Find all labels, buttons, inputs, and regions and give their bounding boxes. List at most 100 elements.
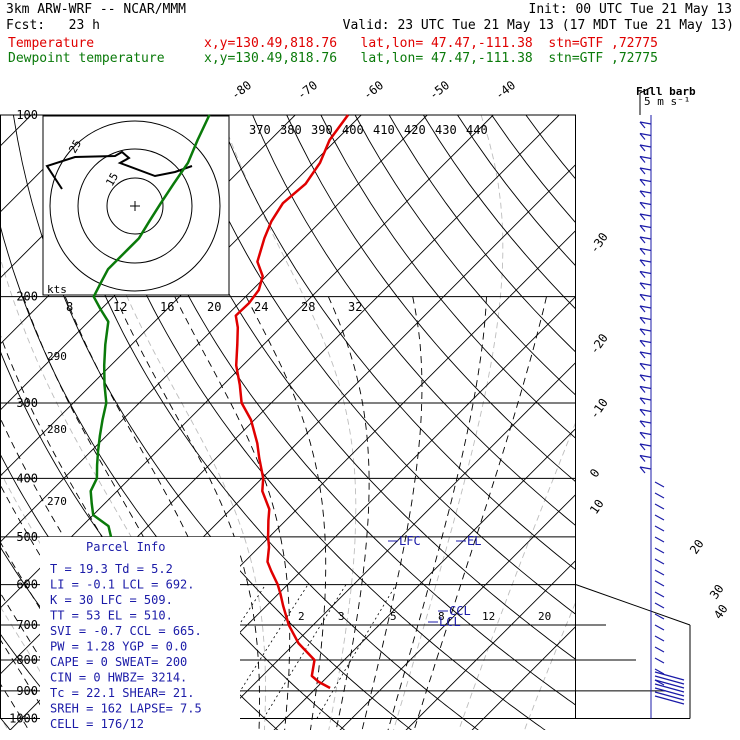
isotherm: [0, 115, 428, 543]
parcel-info-row: K = 30 LFC = 509.: [50, 593, 173, 607]
theta-e-label: 380: [280, 123, 302, 137]
dry-adiabat: [354, 115, 576, 396]
pressure-label: 700: [16, 618, 38, 632]
mixing-ratio-label: 3: [338, 610, 345, 623]
theta-e-line: [393, 115, 504, 730]
skew-temp-label: 10: [587, 497, 607, 517]
theta-e-line: [524, 600, 576, 730]
wind-barb: [654, 613, 665, 620]
wind-barb: [654, 481, 665, 488]
forecast-hour: Fcst: 23 h: [6, 18, 100, 33]
isotherm: [141, 295, 576, 730]
wind-barb: [639, 374, 646, 382]
wind-barb: [639, 351, 646, 359]
wind-barb: [639, 236, 646, 244]
moist-adiabat: [327, 296, 370, 730]
hodograph-ring-label: 15: [103, 171, 121, 189]
hodograph-units: kts: [47, 283, 67, 296]
theta-e-label: 440: [466, 123, 488, 137]
dewpoint-location: x,y=130.49,818.76 lat,lon= 47.47,-111.38…: [204, 51, 658, 66]
marker-ccl: CCL: [449, 604, 471, 618]
hodograph-ring: [106, 177, 164, 235]
wind-barb: [654, 569, 665, 576]
wind-barb: [639, 156, 646, 163]
wind-barb: [639, 397, 652, 401]
wind-barb: [639, 420, 646, 428]
wind-barb: [654, 492, 665, 499]
dry-adiabat: [286, 115, 576, 483]
hodograph-axis-label: 16: [160, 300, 174, 314]
wind-barb: [639, 236, 652, 240]
wind-barb: [639, 224, 652, 229]
isotherm: [405, 559, 576, 730]
skew-temp-label: -40: [492, 78, 518, 102]
mixing-ratio-line: [316, 584, 397, 719]
skew-temp-label: -20: [587, 331, 611, 357]
wind-barb: [639, 385, 652, 390]
pressure-label: 500: [16, 530, 38, 544]
wind-barb: [639, 431, 652, 436]
mixing-ratio-label: 8: [438, 610, 445, 623]
wind-barb: [639, 316, 652, 321]
wind-barb: [654, 602, 665, 609]
hodograph-axis-label: 28: [301, 300, 315, 314]
hodograph-axis-label: 12: [113, 300, 127, 314]
dry-adiabat: [320, 115, 576, 440]
theta-e-label: 390: [311, 123, 333, 137]
wind-legend-barb: [639, 87, 651, 94]
wind-barb: [639, 466, 652, 470]
skew-temp-label: 30: [707, 582, 727, 602]
wind-barb: [639, 351, 652, 355]
wind-barb: [639, 293, 652, 298]
wind-barb: [654, 691, 685, 701]
wind-barb: [639, 270, 652, 275]
pressure-label: 200: [16, 290, 38, 304]
skew-temp-label: 0: [587, 466, 603, 480]
marker-lcl: LCL: [439, 615, 461, 629]
dry-adiabat: [252, 115, 576, 527]
wind-barb: [639, 317, 646, 324]
wind-legend-title: Full barb: [636, 85, 696, 98]
skew-temp-label: -80: [228, 78, 254, 102]
wind-barb: [639, 247, 652, 252]
theta-e-line: [722, 115, 740, 731]
dry-adiabat: [149, 115, 576, 661]
theta-e-label: 400: [342, 123, 364, 137]
wind-barb: [639, 305, 646, 313]
isotherm: [207, 361, 576, 730]
wind-barb: [639, 386, 646, 393]
wind-barb: [639, 144, 646, 152]
wind-barb: [639, 155, 652, 160]
isotherm: [273, 427, 576, 730]
mixing-ratio-line: [263, 584, 347, 719]
mixing-ratio-label: 12: [482, 610, 495, 623]
parcel-info-row: Tc = 22.1 SHEAR= 21.: [50, 686, 195, 700]
mixing-ratio-label: 2: [298, 610, 305, 623]
moist-adiabat: [114, 296, 260, 730]
isotherm: [0, 115, 362, 477]
wind-barb: [639, 225, 646, 232]
wind-barb: [639, 408, 652, 413]
moist-adiabat: [361, 296, 423, 730]
dry-adiabat: [183, 115, 576, 616]
model-title: 3km ARW-WRF -- NCAR/MMM: [6, 2, 187, 17]
init-time: Init: 00 UTC Tue 21 May 13: [528, 2, 733, 17]
parcel-info-row: TT = 53 EL = 510.: [50, 609, 173, 623]
wind-barb: [639, 167, 646, 175]
dry-adiabat: [388, 115, 576, 353]
dry-adiabat: [115, 115, 576, 706]
wind-barb: [639, 294, 646, 301]
wind-barb: [654, 635, 665, 642]
wind-barb: [639, 178, 652, 183]
wind-barb: [654, 668, 665, 675]
dry-adiabat-label: 270: [47, 495, 67, 508]
isotherm: [0, 115, 494, 609]
dry-adiabat: [491, 115, 576, 224]
wind-barb: [639, 328, 646, 336]
pressure-label: 1000: [9, 712, 38, 726]
wind-barb: [639, 144, 652, 148]
wind-barb: [639, 179, 646, 186]
wind-barb: [639, 432, 646, 439]
pressure-label: 900: [16, 684, 38, 698]
